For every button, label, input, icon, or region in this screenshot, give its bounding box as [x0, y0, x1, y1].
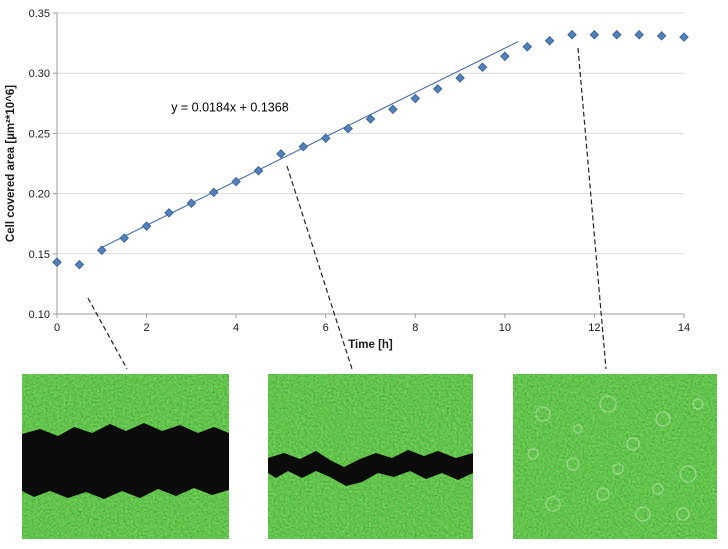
x-axis-title: Time [h] [348, 339, 393, 351]
data-point [119, 233, 129, 243]
data-point [634, 29, 644, 40]
y-tick-labels: 0.10 0.15 0.20 0.25 0.30 0.35 [29, 8, 50, 321]
data-point [567, 29, 577, 40]
gridlines [57, 12, 684, 315]
data-point [52, 257, 62, 267]
micrograph-confluent-image [513, 374, 717, 539]
data-point [656, 31, 667, 41]
micrograph-open-scratch [22, 374, 229, 539]
svg-text:14: 14 [678, 322, 690, 334]
data-point [432, 84, 443, 94]
svg-text:10: 10 [499, 322, 511, 334]
data-point [365, 114, 376, 124]
micrograph-confluent [513, 374, 720, 539]
x-tick-labels: 0 2 4 6 8 10 12 14 [54, 322, 690, 334]
svg-text:0.30: 0.30 [29, 68, 50, 80]
data-point [186, 198, 197, 208]
micrograph-partial-scratch [268, 374, 475, 539]
data-point [231, 176, 241, 187]
svg-text:4: 4 [233, 322, 239, 334]
svg-text:8: 8 [412, 322, 418, 334]
svg-text:0.35: 0.35 [29, 8, 50, 20]
data-point [253, 165, 264, 176]
micrograph-row [0, 372, 728, 549]
data-point [544, 35, 555, 46]
data-point [679, 32, 689, 42]
data-point [522, 41, 533, 52]
data-point [343, 123, 353, 134]
data-point [141, 221, 152, 231]
data-point [612, 29, 622, 40]
scratch-wound-narrow [268, 450, 473, 486]
y-axis-title: Cell covered area [µm²*10^6] [5, 85, 17, 242]
cell-rings [527, 395, 704, 522]
data-point [500, 51, 510, 62]
axes [53, 12, 685, 318]
svg-text:0: 0 [54, 322, 60, 334]
data-point [455, 73, 465, 83]
cell-field-texture [513, 374, 717, 539]
data-point [164, 208, 174, 218]
micrograph-partial-scratch-image [268, 374, 473, 539]
data-point [209, 187, 219, 198]
scatter-chart: 0.10 0.15 0.20 0.25 0.30 0.35 0 2 4 6 8 10 12 14 Time … [5, 8, 690, 351]
svg-text:6: 6 [323, 322, 329, 334]
svg-text:12: 12 [588, 322, 600, 334]
svg-text:0.25: 0.25 [29, 128, 50, 140]
data-point [388, 104, 398, 115]
data-point [276, 149, 286, 159]
data-point [74, 259, 85, 270]
svg-text:0.10: 0.10 [29, 309, 50, 321]
data-point [320, 133, 331, 143]
data-point [410, 93, 421, 104]
data-points [52, 29, 689, 270]
data-point [589, 29, 600, 40]
scratch-wound-wide [22, 423, 229, 499]
trendline-equation: y = 0.0184x + 0.1368 [171, 101, 289, 115]
data-point [97, 245, 107, 255]
svg-text:2: 2 [144, 322, 150, 334]
chart-svg: 0.10 0.15 0.20 0.25 0.30 0.35 0 2 4 6 8 10 12 14 Time … [5, 8, 690, 351]
data-point [477, 62, 488, 72]
trendline [101, 41, 519, 248]
svg-text:0.15: 0.15 [29, 249, 50, 261]
svg-text:0.20: 0.20 [29, 189, 50, 201]
micrograph-open-scratch-image [22, 374, 229, 539]
data-point [298, 141, 309, 152]
